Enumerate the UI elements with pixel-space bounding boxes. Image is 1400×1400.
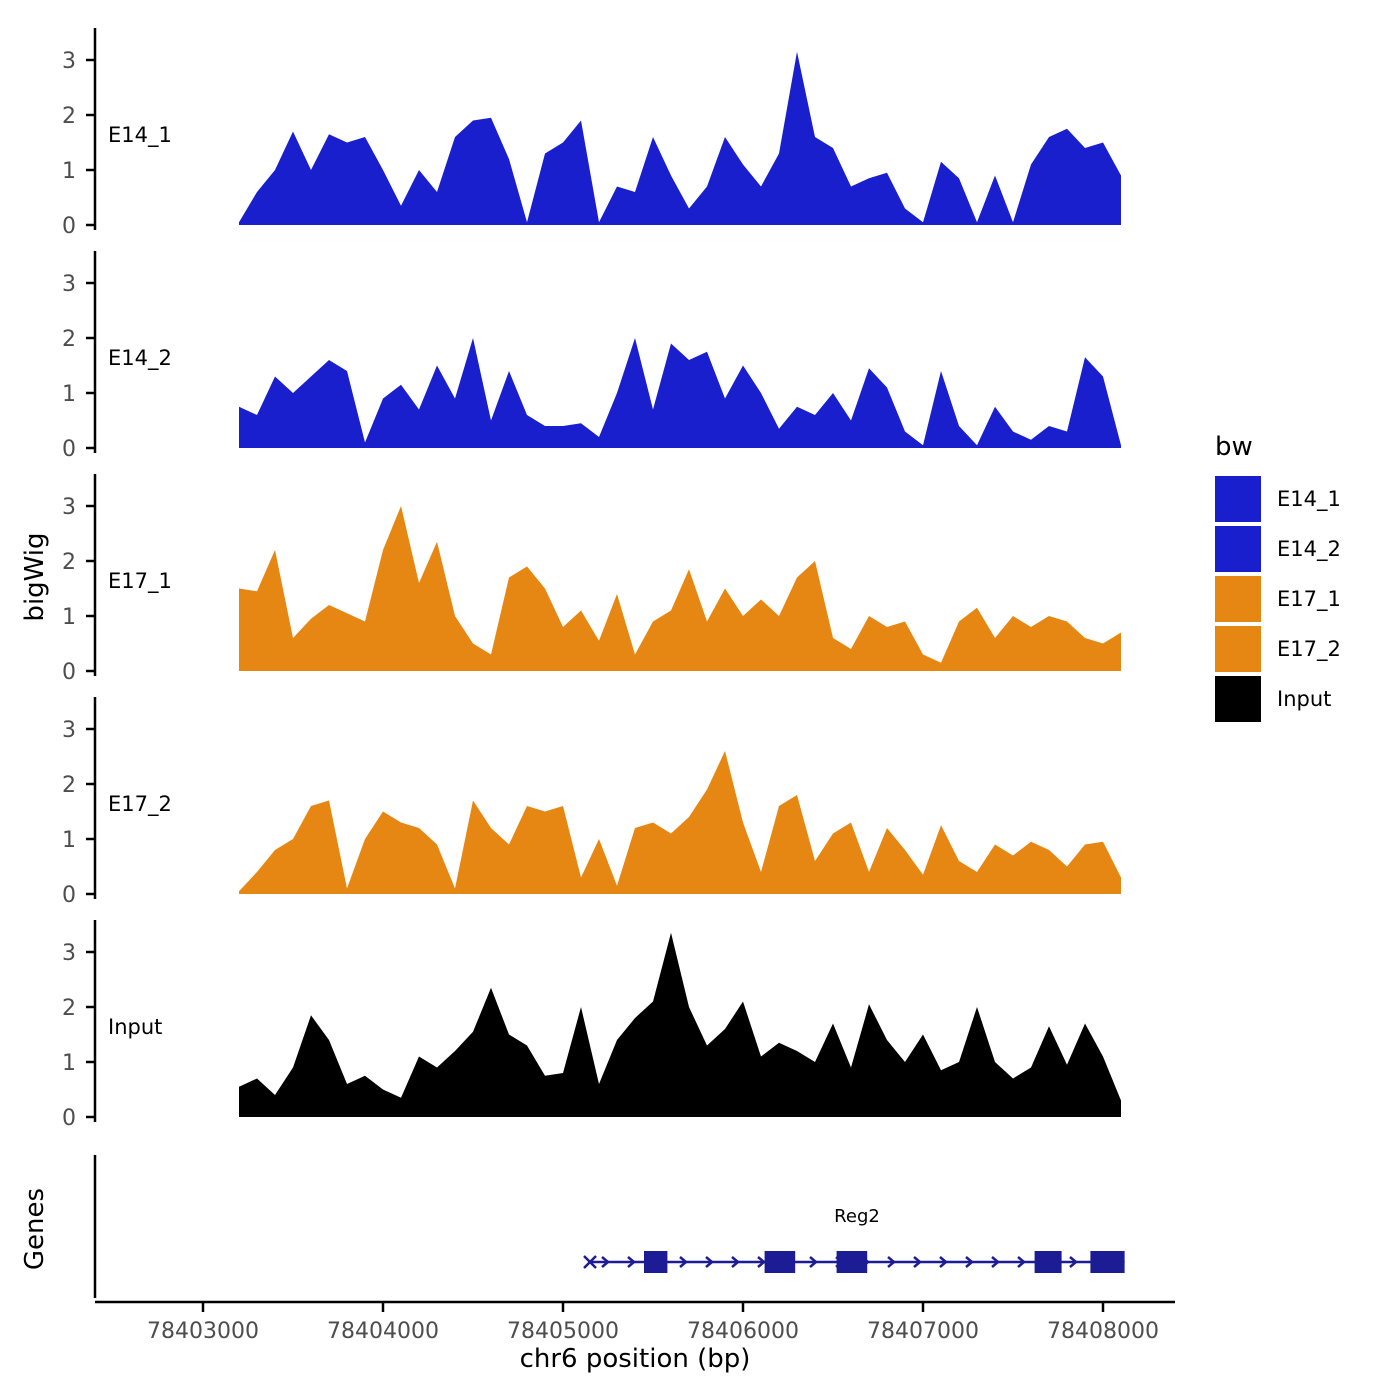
gene-exon [836, 1251, 868, 1273]
y-tick-label: 2 [62, 327, 76, 352]
gene-strand-arrow [679, 1256, 688, 1268]
legend-item-label: Input [1277, 687, 1332, 711]
gene-strand-arrow [991, 1256, 1000, 1268]
gene-exon [1034, 1251, 1062, 1273]
y-tick-label: 0 [62, 1106, 76, 1131]
gene-strand-arrow [913, 1256, 922, 1268]
legend-item-label: E17_1 [1277, 587, 1341, 611]
y-axis-title: bigWig [20, 532, 50, 622]
facet-label-E17_1: E17_1 [108, 569, 172, 593]
gene-strand-arrow [887, 1256, 896, 1268]
x-tick-label: 78406000 [687, 1319, 799, 1344]
legend-swatch [1215, 626, 1261, 672]
y-tick-label: 2 [62, 996, 76, 1021]
y-tick-label: 1 [62, 1051, 76, 1076]
gene-strand-arrow [601, 1256, 610, 1268]
gene-strand-arrow [1069, 1256, 1078, 1268]
gene-strand-arrow [809, 1256, 818, 1268]
legend-item-Input: Input [1215, 676, 1395, 722]
area-E14_2 [239, 338, 1121, 448]
gene-label: Reg2 [834, 1206, 880, 1227]
y-tick-label: 2 [62, 550, 76, 575]
gene-start-marker [583, 1255, 597, 1269]
gene-strand-arrow [731, 1256, 740, 1268]
x-tick-label: 78408000 [1047, 1319, 1159, 1344]
legend-item-label: E17_2 [1277, 637, 1341, 661]
legend-item-E17_2: E17_2 [1215, 626, 1395, 672]
legend-swatch [1215, 576, 1261, 622]
legend-item-E17_1: E17_1 [1215, 576, 1395, 622]
legend-items: E14_1 E14_2 E17_1 E17_2 Input [1215, 476, 1395, 722]
y-tick-label: 0 [62, 437, 76, 462]
facet-label-E14_2: E14_2 [108, 346, 172, 370]
x-axis-title: chr6 position (bp) [519, 1344, 751, 1374]
gene-exon [1090, 1251, 1125, 1273]
gene-strand-arrow [939, 1256, 948, 1268]
facet-label-E14_1: E14_1 [108, 123, 172, 147]
x-tick-label: 78407000 [867, 1319, 979, 1344]
legend-swatch [1215, 476, 1261, 522]
facet-label-E17_2: E17_2 [108, 792, 172, 816]
legend-title: bw [1215, 432, 1253, 462]
gene-strand-arrow [705, 1256, 714, 1268]
legend-item-label: E14_1 [1277, 487, 1341, 511]
y-tick-label: 2 [62, 773, 76, 798]
area-E17_2 [239, 751, 1121, 894]
y-tick-label: 3 [62, 49, 76, 74]
legend-item-E14_1: E14_1 [1215, 476, 1395, 522]
gene-strand-arrow [757, 1256, 766, 1268]
legend-item-E14_2: E14_2 [1215, 526, 1395, 572]
y-tick-label: 1 [62, 605, 76, 630]
area-E17_1 [239, 506, 1121, 671]
y-tick-label: 3 [62, 718, 76, 743]
legend-item-label: E14_2 [1277, 537, 1341, 561]
y-tick-label: 0 [62, 883, 76, 908]
x-tick-label: 78404000 [327, 1319, 439, 1344]
legend-swatch [1215, 676, 1261, 722]
x-tick-label: 78403000 [147, 1319, 259, 1344]
area-E14_1 [239, 51, 1121, 225]
y-tick-label: 3 [62, 272, 76, 297]
gene-strand-arrow [1017, 1256, 1026, 1268]
gene-exon [764, 1251, 796, 1273]
facet-label-Input: Input [108, 1015, 163, 1039]
y-tick-label: 1 [62, 382, 76, 407]
y-tick-label: 0 [62, 214, 76, 239]
legend-swatch [1215, 526, 1261, 572]
gene-exon [644, 1251, 668, 1273]
legend: bw E14_1 E14_2 E17_1 E17_2 Input [1215, 432, 1395, 726]
x-tick-label: 78405000 [507, 1319, 619, 1344]
y-tick-label: 0 [62, 660, 76, 685]
genes-axis-title: Genes [20, 1187, 50, 1271]
y-tick-label: 1 [62, 159, 76, 184]
area-Input [239, 932, 1121, 1117]
y-tick-label: 2 [62, 104, 76, 129]
y-tick-label: 3 [62, 941, 76, 966]
y-tick-label: 1 [62, 828, 76, 853]
y-tick-label: 3 [62, 495, 76, 520]
gene-strand-arrow [627, 1256, 636, 1268]
gene-strand-arrow [965, 1256, 974, 1268]
